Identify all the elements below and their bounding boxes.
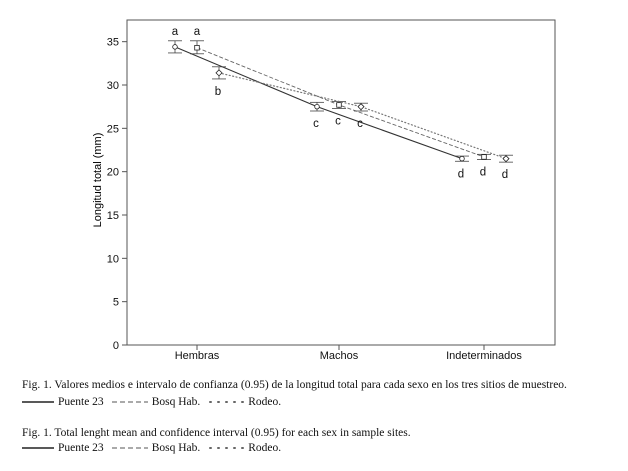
- caption-english: Fig. 1. Total lenght mean and confidence…: [22, 427, 411, 439]
- x-tick-label: Hembras: [175, 350, 220, 362]
- data-point: [502, 155, 510, 163]
- legend-spanish: Puente 23 Bosq Hab. Rodeo.: [22, 395, 289, 409]
- y-tick-label: 30: [107, 80, 119, 92]
- data-point: [459, 155, 465, 162]
- series-0: a c d: [168, 26, 469, 180]
- significance-letter: a: [172, 26, 179, 38]
- y-tick-label: 15: [107, 210, 119, 222]
- y-axis-label: Longitud total (mm): [92, 133, 104, 228]
- significance-letter: d: [458, 168, 464, 180]
- legend-label-puente: Puente 23: [58, 396, 104, 408]
- y-tick-label: 0: [113, 340, 119, 352]
- caption-spanish: Fig. 1. Valores medios e intervalo de co…: [22, 379, 567, 391]
- data-point: [215, 69, 223, 77]
- legend-item-bosq: Bosq Hab.: [111, 396, 201, 408]
- y-tick-label: 10: [107, 253, 119, 265]
- solid-line-swatch: [22, 447, 54, 449]
- legend-label-bosq: Bosq Hab.: [151, 396, 201, 408]
- significance-letter: c: [313, 118, 319, 130]
- data-point: [336, 102, 342, 108]
- dotted-line-swatch: [209, 447, 245, 449]
- dashed-line-swatch: [111, 447, 148, 449]
- series-line: [174, 46, 463, 160]
- legend-item-puente: Puente 23: [22, 442, 104, 454]
- y-axis: 0 5 10 15 20 25 30 35: [107, 37, 127, 352]
- significance-letter: b: [215, 86, 221, 98]
- dashed-line-swatch: [111, 401, 148, 403]
- significance-letter: a: [194, 26, 201, 38]
- legend-item-rodeo: Rodeo.: [208, 396, 281, 408]
- series-1: a c d: [190, 26, 491, 179]
- legend-item-rodeo: Rodeo.: [208, 442, 281, 454]
- legend-item-bosq: Bosq Hab.: [111, 442, 201, 454]
- significance-letter: d: [480, 167, 486, 179]
- legend-english: Puente 23 Bosq Hab. Rodeo.: [22, 441, 289, 455]
- data-point: [194, 45, 200, 51]
- series-2: b c d: [212, 66, 513, 181]
- x-tick-label: Machos: [320, 350, 359, 362]
- plot-frame: [126, 19, 556, 346]
- legend-label-rodeo: Rodeo.: [248, 396, 282, 408]
- y-tick-label: 25: [107, 123, 119, 135]
- significance-letter: c: [335, 115, 341, 127]
- significance-letter: d: [502, 169, 508, 181]
- chart: 0 5 10 15 20 25 30 35 Hembras Machos Indeterminad…: [92, 19, 556, 362]
- data-point: [172, 44, 178, 50]
- series-line: [218, 72, 507, 160]
- x-tick-label: Indeterminados: [446, 350, 522, 362]
- significance-letter: c: [357, 118, 363, 130]
- data-point: [357, 103, 365, 111]
- y-tick-label: 35: [107, 37, 119, 49]
- data-point: [481, 154, 487, 160]
- y-tick-label: 20: [107, 167, 119, 179]
- legend-item-puente: Puente 23: [22, 396, 104, 408]
- legend-label-rodeo: Rodeo.: [248, 442, 282, 454]
- solid-line-swatch: [22, 401, 54, 403]
- y-tick-label: 5: [113, 297, 119, 309]
- data-point: [314, 103, 320, 110]
- x-axis: Hembras Machos Indeterminados: [175, 345, 522, 362]
- legend-label-puente: Puente 23: [58, 442, 104, 454]
- series-layer: a c d a c d b c d: [168, 26, 513, 181]
- dotted-line-swatch: [209, 401, 245, 403]
- legend-label-bosq: Bosq Hab.: [151, 442, 201, 454]
